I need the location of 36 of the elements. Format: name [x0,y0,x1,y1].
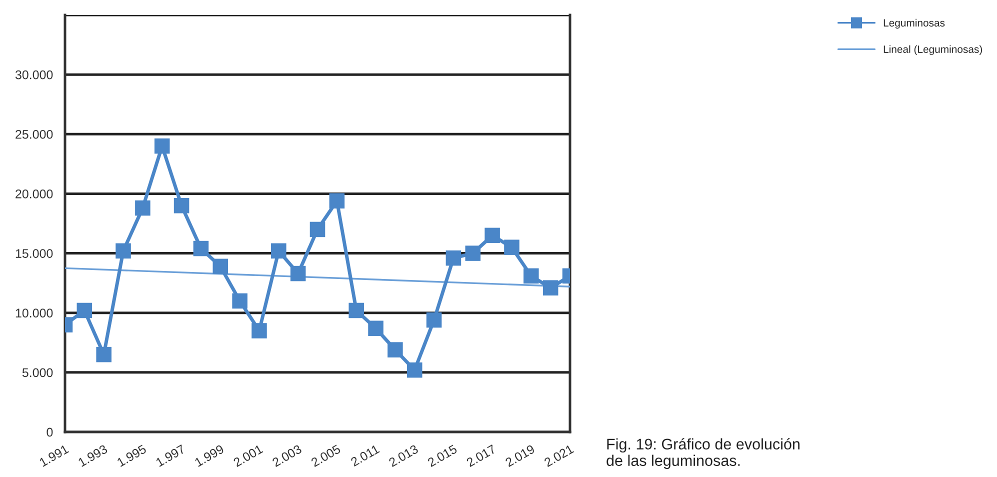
point [154,138,170,154]
point [76,302,92,318]
point [348,302,364,318]
point [388,342,403,358]
point [252,323,267,338]
legend-label: Leguminosas [884,18,945,29]
y-tick-label: 20.000 [16,190,53,198]
point [446,250,462,266]
y-tick-label: 30.000 [15,70,53,80]
point [116,243,131,259]
point [96,346,112,362]
y-tick-label: 25.000 [16,130,53,139]
y-tick-label: 0 [46,428,53,437]
legend-label: Lineal (Leguminosas) [884,45,982,55]
point [524,268,539,284]
caption: Fig. 19: Gráfico de evolución de las leguminosas. [606,438,800,469]
point [232,293,248,309]
point [212,258,228,274]
point [310,222,326,238]
point [406,362,422,378]
point [484,228,500,244]
y-tick-label: 15.000 [16,249,53,258]
point [135,200,150,216]
y-tick-label: 5.000 [22,368,53,378]
point [465,246,481,261]
point [542,280,558,296]
point [290,266,306,282]
point [426,312,442,328]
point [174,198,190,214]
point [504,240,520,255]
y-tick-label: 10.000 [16,308,53,318]
point [193,240,209,256]
point [368,320,384,336]
point [271,243,286,259]
x-tick-label: 2.011 [350,444,380,467]
point [329,193,345,208]
